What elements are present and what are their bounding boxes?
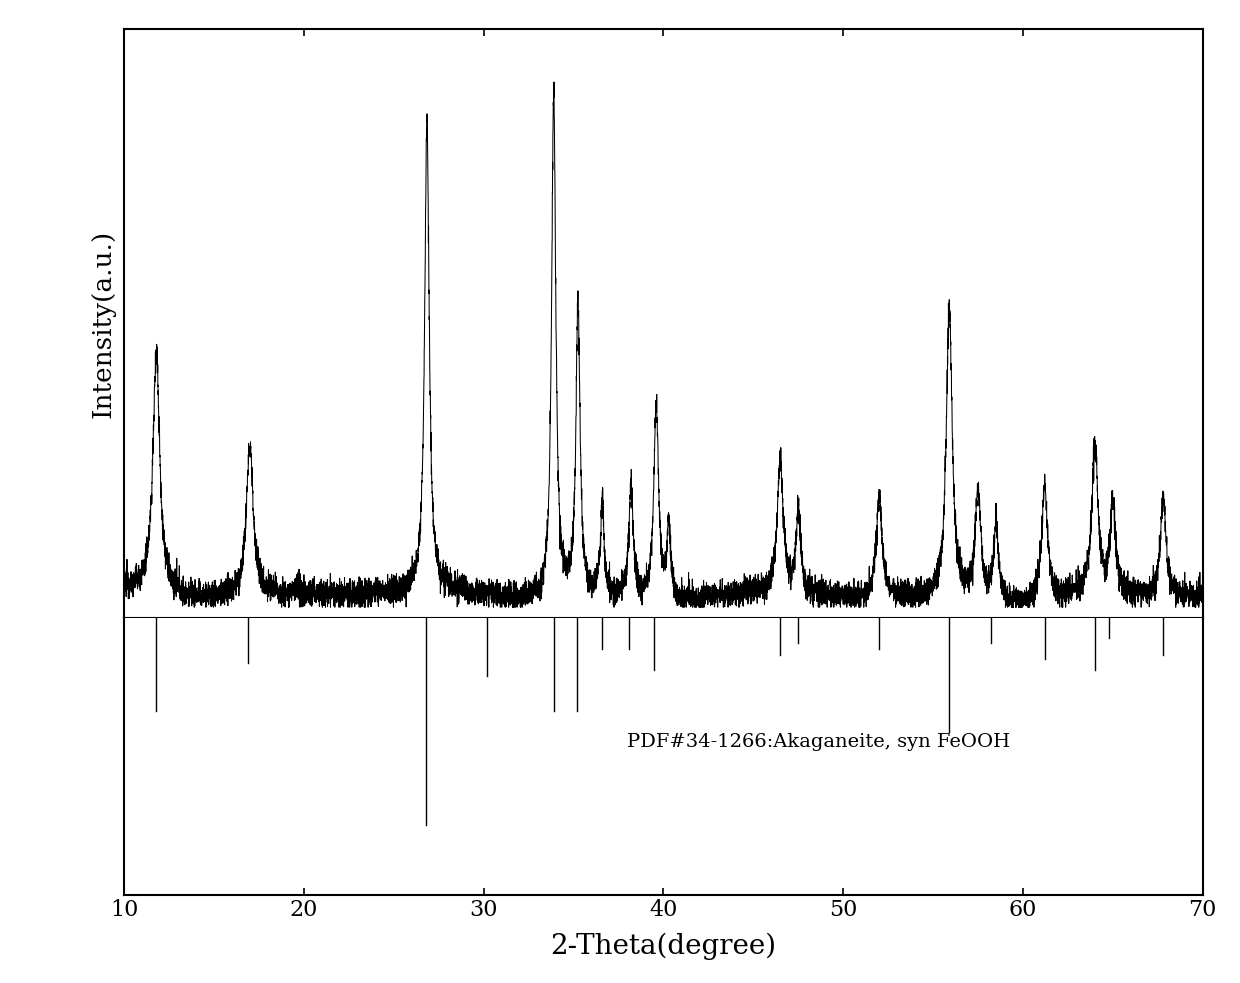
- Text: PDF#34-1266:Akaganeite, syn FeOOH: PDF#34-1266:Akaganeite, syn FeOOH: [627, 733, 1011, 751]
- Y-axis label: Intensity(a.u.): Intensity(a.u.): [91, 229, 115, 418]
- X-axis label: 2-Theta(degree): 2-Theta(degree): [551, 933, 776, 959]
